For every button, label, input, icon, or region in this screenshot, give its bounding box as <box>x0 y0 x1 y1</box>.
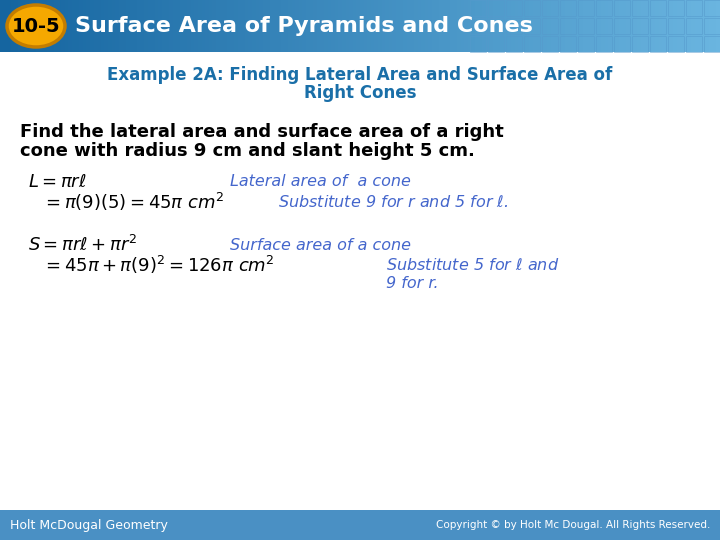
Text: 9 for r.: 9 for r. <box>386 275 438 291</box>
Text: Holt McDougal Geometry: Holt McDougal Geometry <box>10 518 168 531</box>
Text: Example 2A: Finding Lateral Area and Surface Area of: Example 2A: Finding Lateral Area and Sur… <box>107 66 613 84</box>
Bar <box>596 0 612 16</box>
Bar <box>506 36 522 52</box>
Bar <box>506 18 522 34</box>
Bar <box>506 0 522 16</box>
Bar <box>524 36 540 52</box>
Bar <box>632 36 648 52</box>
Bar <box>524 18 540 34</box>
Bar <box>596 36 612 52</box>
Text: Surface Area of Pyramids and Cones: Surface Area of Pyramids and Cones <box>75 16 533 36</box>
Bar <box>704 0 720 16</box>
Bar <box>686 0 702 16</box>
Bar <box>668 18 684 34</box>
Bar <box>542 18 558 34</box>
Bar <box>560 36 576 52</box>
Bar <box>488 18 504 34</box>
Bar <box>614 18 630 34</box>
Text: Copyright © by Holt Mc Dougal. All Rights Reserved.: Copyright © by Holt Mc Dougal. All Right… <box>436 520 710 530</box>
Text: Substitute 5 for $\ell$ and: Substitute 5 for $\ell$ and <box>386 257 559 273</box>
Text: Lateral area of  a cone: Lateral area of a cone <box>230 174 411 190</box>
Bar <box>524 0 540 16</box>
Bar <box>488 0 504 16</box>
Text: cone with radius 9 cm and slant height 5 cm.: cone with radius 9 cm and slant height 5… <box>20 142 475 160</box>
Text: Right Cones: Right Cones <box>304 84 416 102</box>
Text: $L = \pi r\ell$: $L = \pi r\ell$ <box>28 173 86 191</box>
Bar <box>668 36 684 52</box>
Bar <box>614 0 630 16</box>
Bar <box>578 18 594 34</box>
Bar <box>668 0 684 16</box>
Bar <box>614 36 630 52</box>
Bar <box>632 18 648 34</box>
Bar <box>704 18 720 34</box>
Bar <box>470 0 486 16</box>
Text: $= 45\pi + \pi(9)^2 = 126\pi\ \mathregular{cm}^2$: $= 45\pi + \pi(9)^2 = 126\pi\ \mathregul… <box>42 254 274 276</box>
Text: Substitute 9 for $r$ and 5 for $\ell$.: Substitute 9 for $r$ and 5 for $\ell$. <box>278 194 508 210</box>
Bar <box>560 0 576 16</box>
Bar <box>650 18 666 34</box>
Text: Find the lateral area and surface area of a right: Find the lateral area and surface area o… <box>20 123 504 141</box>
Bar <box>0 510 720 540</box>
Bar <box>632 0 648 16</box>
Bar <box>560 18 576 34</box>
Text: $S = \pi r\ell + \pi r^2$: $S = \pi r\ell + \pi r^2$ <box>28 235 138 255</box>
Bar <box>686 36 702 52</box>
Text: Surface area of a cone: Surface area of a cone <box>230 238 411 253</box>
Bar <box>650 0 666 16</box>
Ellipse shape <box>7 5 65 47</box>
Bar <box>596 18 612 34</box>
Bar <box>650 36 666 52</box>
Bar <box>488 36 504 52</box>
Bar <box>686 18 702 34</box>
Bar <box>578 36 594 52</box>
Text: 10-5: 10-5 <box>12 17 60 36</box>
Bar <box>542 36 558 52</box>
Bar <box>470 18 486 34</box>
Text: $= \pi(9)(5) = 45\pi\ \mathregular{cm}^2$: $= \pi(9)(5) = 45\pi\ \mathregular{cm}^2… <box>42 191 224 213</box>
Bar <box>704 36 720 52</box>
Bar <box>470 36 486 52</box>
Bar <box>578 0 594 16</box>
Bar <box>542 0 558 16</box>
